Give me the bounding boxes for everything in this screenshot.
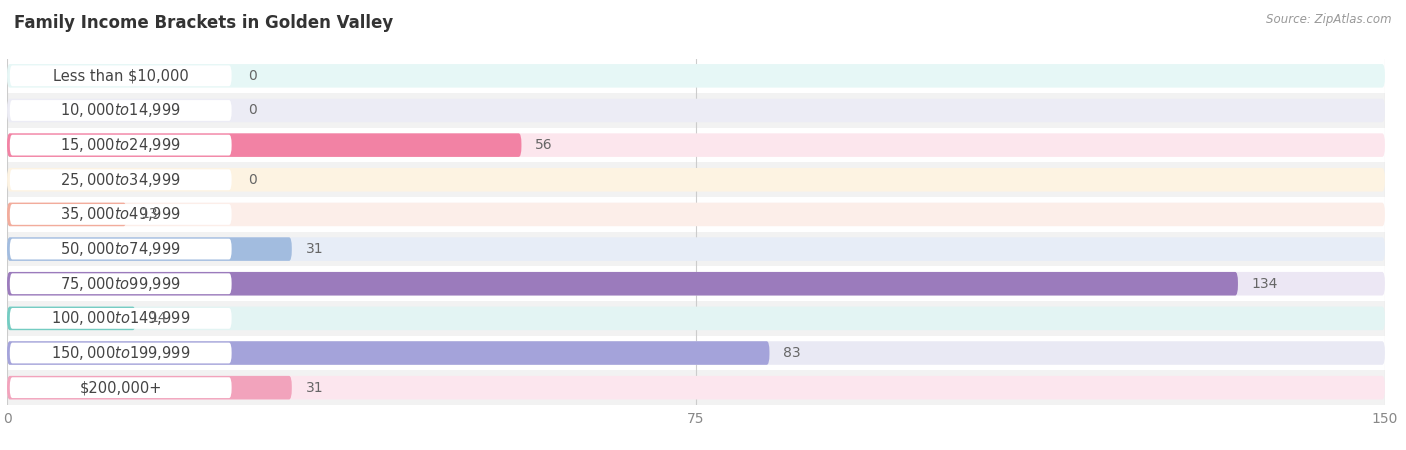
Bar [7, 58, 1385, 93]
FancyBboxPatch shape [7, 341, 1385, 365]
FancyBboxPatch shape [7, 202, 127, 226]
Text: Family Income Brackets in Golden Valley: Family Income Brackets in Golden Valley [14, 14, 394, 32]
FancyBboxPatch shape [10, 308, 232, 329]
FancyBboxPatch shape [10, 169, 232, 190]
Text: $10,000 to $14,999: $10,000 to $14,999 [60, 102, 181, 120]
Text: $35,000 to $49,999: $35,000 to $49,999 [60, 205, 181, 224]
Text: $15,000 to $24,999: $15,000 to $24,999 [60, 136, 181, 154]
FancyBboxPatch shape [7, 306, 135, 330]
Text: $100,000 to $149,999: $100,000 to $149,999 [51, 310, 190, 328]
FancyBboxPatch shape [10, 342, 232, 364]
Text: 56: 56 [536, 138, 553, 152]
FancyBboxPatch shape [7, 202, 1385, 226]
Text: 0: 0 [249, 104, 257, 117]
Text: Less than $10,000: Less than $10,000 [53, 68, 188, 83]
Bar [7, 162, 1385, 197]
FancyBboxPatch shape [7, 237, 1385, 261]
FancyBboxPatch shape [10, 204, 232, 225]
FancyBboxPatch shape [7, 99, 1385, 122]
Text: 0: 0 [249, 173, 257, 187]
FancyBboxPatch shape [7, 64, 1385, 88]
Text: 31: 31 [305, 381, 323, 395]
Bar [7, 197, 1385, 232]
FancyBboxPatch shape [7, 237, 292, 261]
Text: 31: 31 [305, 242, 323, 256]
FancyBboxPatch shape [7, 341, 769, 365]
FancyBboxPatch shape [7, 272, 1237, 296]
Text: 134: 134 [1251, 277, 1278, 291]
Text: $150,000 to $199,999: $150,000 to $199,999 [51, 344, 190, 362]
Text: 13: 13 [141, 207, 157, 221]
FancyBboxPatch shape [10, 100, 232, 121]
FancyBboxPatch shape [7, 376, 1385, 400]
Text: 14: 14 [149, 311, 167, 325]
FancyBboxPatch shape [7, 376, 292, 400]
Bar [7, 93, 1385, 128]
Bar [7, 232, 1385, 266]
FancyBboxPatch shape [10, 135, 232, 156]
Bar [7, 128, 1385, 162]
Bar [7, 336, 1385, 370]
FancyBboxPatch shape [7, 168, 1385, 192]
Text: 0: 0 [249, 69, 257, 83]
FancyBboxPatch shape [10, 238, 232, 260]
FancyBboxPatch shape [10, 65, 232, 86]
Text: $200,000+: $200,000+ [80, 380, 162, 395]
FancyBboxPatch shape [7, 133, 1385, 157]
Text: 83: 83 [783, 346, 801, 360]
FancyBboxPatch shape [7, 133, 522, 157]
Bar [7, 301, 1385, 336]
FancyBboxPatch shape [10, 273, 232, 294]
Text: $75,000 to $99,999: $75,000 to $99,999 [60, 274, 181, 293]
Text: $25,000 to $34,999: $25,000 to $34,999 [60, 171, 181, 189]
Bar [7, 370, 1385, 405]
Text: Source: ZipAtlas.com: Source: ZipAtlas.com [1267, 14, 1392, 27]
Bar [7, 266, 1385, 301]
FancyBboxPatch shape [10, 377, 232, 398]
Text: $50,000 to $74,999: $50,000 to $74,999 [60, 240, 181, 258]
FancyBboxPatch shape [7, 272, 1385, 296]
FancyBboxPatch shape [7, 306, 1385, 330]
